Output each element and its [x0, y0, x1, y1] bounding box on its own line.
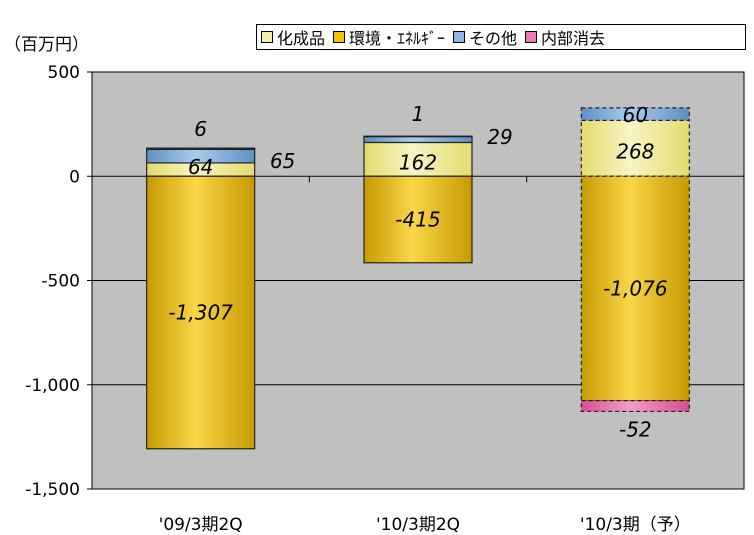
legend-item-environment-energy: 環境・ｴﾈﾙｷﾞｰ	[333, 25, 445, 49]
legend-label: 環境・ｴﾈﾙｷﾞｰ	[349, 29, 446, 48]
data-label: 64	[188, 155, 213, 179]
legend: 化成品 環境・ｴﾈﾙｷﾞｰ その他 内部消去	[256, 24, 746, 50]
y-tick-label: 0	[69, 167, 80, 187]
y-tick-label: -1,000	[25, 376, 80, 396]
bar-segment-environment-energy	[363, 175, 473, 264]
legend-item-chemicals: 化成品	[261, 25, 325, 49]
data-label: 29	[487, 125, 512, 149]
legend-item-elimination: 内部消去	[525, 25, 605, 49]
data-label: -52	[619, 417, 652, 441]
bar-segment-other	[363, 135, 473, 144]
legend-swatch	[525, 31, 538, 43]
bar-segment-elimination	[580, 399, 690, 413]
bar-segment-environment-energy	[580, 175, 690, 402]
y-tick-label: -1,500	[25, 480, 80, 500]
bar-segment-chemicals	[580, 119, 690, 177]
x-tick-label: '09/3期2Q	[159, 515, 243, 535]
data-label: 268	[616, 139, 654, 163]
data-label: 1	[412, 102, 425, 126]
bar-segment-other	[580, 107, 690, 121]
data-label: -1,076	[603, 276, 667, 300]
data-label: -415	[395, 208, 440, 232]
x-tick-label: '10/3期2Q	[376, 515, 460, 535]
bar-segment-elimination	[363, 135, 473, 138]
unit-label: （百万円）	[4, 35, 89, 55]
y-tick-label: 500	[48, 63, 80, 83]
y-tick-label: -500	[41, 272, 80, 292]
legend-item-other: その他	[453, 25, 517, 49]
bar-segment-chemicals	[363, 141, 473, 177]
legend-swatch	[261, 31, 273, 43]
data-label: 65	[270, 149, 295, 173]
legend-swatch	[453, 31, 466, 43]
data-label: 162	[399, 150, 437, 174]
data-label: -1,307	[168, 301, 233, 325]
legend-swatch	[333, 31, 346, 43]
x-tick-label: '10/3期（予）	[580, 515, 691, 535]
data-label: 6	[194, 117, 207, 141]
legend-label: 内部消去	[541, 29, 606, 48]
legend-label: 化成品	[277, 29, 326, 48]
bar-segment-elimination	[146, 147, 256, 150]
legend-label: その他	[469, 29, 518, 48]
data-label: 60	[623, 103, 648, 127]
bar-segment-environment-energy	[146, 175, 256, 450]
